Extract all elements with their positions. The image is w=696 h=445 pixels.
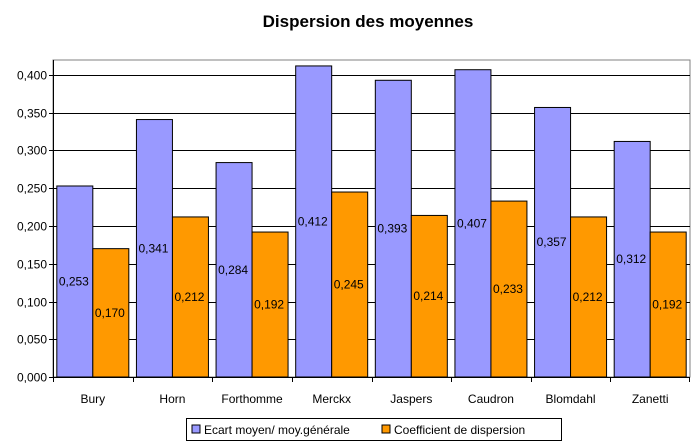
y-tick-label: 0,100 <box>17 296 47 310</box>
data-labels: 0,253 0,170 0,341 0,212 0,284 0,192 0,412 0,245… <box>59 214 683 319</box>
x-tick-label: Bury <box>80 392 105 406</box>
bar-coefficient <box>251 231 289 378</box>
bar-coefficient <box>649 231 687 378</box>
data-label: 0,170 <box>95 306 125 320</box>
data-label: 0,212 <box>573 290 603 304</box>
x-tick-label: Jaspers <box>390 392 432 406</box>
y-tick-label: 0,200 <box>17 220 47 234</box>
x-tick-label: Forthomme <box>221 392 283 406</box>
y-tick-label: 0,350 <box>17 107 47 121</box>
bar-ecart <box>613 140 651 378</box>
bar-ecart <box>215 162 253 378</box>
y-tick-label: 0,250 <box>17 182 47 196</box>
bar-coefficient <box>171 216 209 378</box>
legend-swatch <box>191 424 201 434</box>
x-tick-label: Blomdahl <box>546 392 596 406</box>
x-tick-label: Caudron <box>468 392 514 406</box>
x-tick-label: Merckx <box>312 392 351 406</box>
data-label: 0,393 <box>377 222 407 236</box>
bar-coefficient <box>570 216 608 378</box>
data-label: 0,212 <box>174 290 204 304</box>
data-label: 0,357 <box>537 235 567 249</box>
bars <box>56 65 687 378</box>
y-tick-label: 0,400 <box>17 69 47 83</box>
y-tick-label: 0,150 <box>17 258 47 272</box>
data-label: 0,312 <box>616 252 646 266</box>
y-tick-label: 0,000 <box>17 371 47 385</box>
data-label: 0,214 <box>413 289 443 303</box>
x-tick-label: Zanetti <box>632 392 669 406</box>
bar-coefficient <box>410 214 448 378</box>
x-tick-label: Horn <box>159 392 185 406</box>
legend-label: Coefficient de dispersion <box>394 423 525 437</box>
legend: Ecart moyen/ moy.générale Coefficient de … <box>186 418 562 441</box>
bar-ecart <box>295 65 333 378</box>
legend-swatch <box>381 424 391 434</box>
bar-ecart <box>454 69 492 378</box>
data-label: 0,192 <box>652 298 682 312</box>
legend-label: Ecart moyen/ moy.générale <box>204 423 350 437</box>
data-label: 0,284 <box>218 263 248 277</box>
legend-box <box>186 418 562 441</box>
bar-ecart <box>534 106 572 378</box>
chart-title: Dispersion des moyennes <box>263 12 474 31</box>
data-label: 0,253 <box>59 274 89 288</box>
data-label: 0,407 <box>457 216 487 230</box>
y-tick-label: 0,050 <box>17 333 47 347</box>
axes: 0,000 0,050 0,100 0,150 0,200 0,250 0,300 0,350… <box>17 60 690 406</box>
y-tick-label: 0,300 <box>17 144 47 158</box>
bar-coefficient <box>92 248 130 378</box>
data-label: 0,412 <box>298 214 328 228</box>
data-label: 0,233 <box>493 282 523 296</box>
data-label: 0,341 <box>138 241 168 255</box>
data-label: 0,192 <box>254 298 284 312</box>
data-label: 0,245 <box>334 278 364 292</box>
